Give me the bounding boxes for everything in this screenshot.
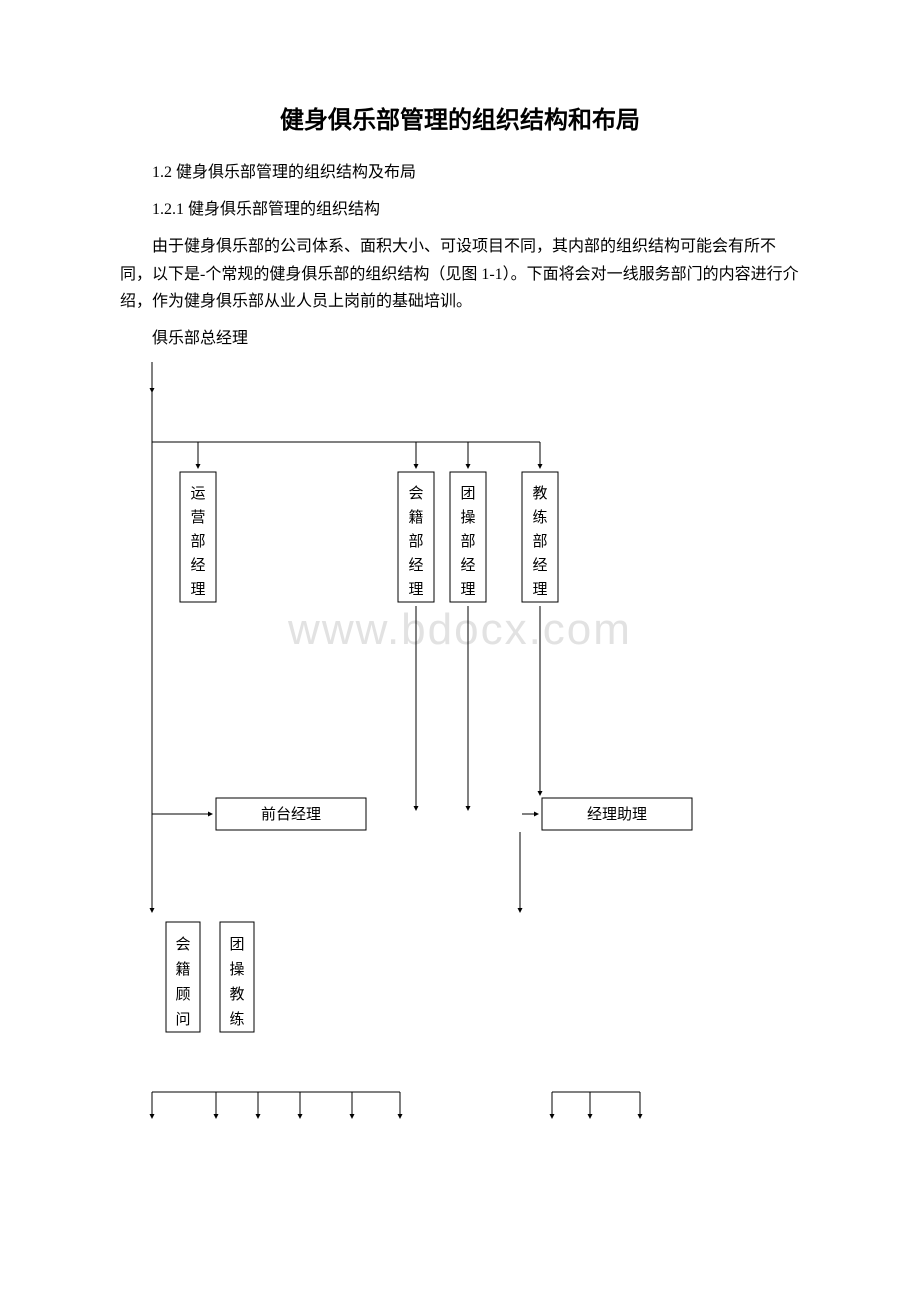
- svg-text:营: 营: [190, 509, 205, 526]
- svg-text:部: 部: [532, 533, 547, 550]
- page-title: 健身俱乐部管理的组织结构和布局: [120, 100, 800, 135]
- heading-1-2: 1.2 健身俱乐部管理的组织结构及布局: [120, 159, 800, 186]
- svg-text:教: 教: [229, 986, 244, 1003]
- svg-text:会: 会: [408, 485, 423, 502]
- svg-text:练: 练: [229, 1011, 244, 1028]
- svg-text:经: 经: [190, 557, 205, 574]
- svg-text:经: 经: [460, 557, 475, 574]
- svg-text:经: 经: [532, 557, 547, 574]
- svg-text:籍: 籍: [175, 961, 190, 978]
- svg-text:经理助理: 经理助理: [587, 806, 647, 823]
- svg-text:教: 教: [532, 485, 547, 502]
- svg-text:操: 操: [229, 961, 244, 978]
- svg-text:理: 理: [190, 582, 205, 598]
- svg-text:理: 理: [408, 582, 423, 598]
- intro-paragraph: 由于健身俱乐部的公司体系、面积大小、可设项目不同，其内部的组织结构可能会有所不同…: [120, 233, 800, 315]
- svg-text:练: 练: [532, 509, 547, 526]
- svg-text:部: 部: [460, 533, 475, 550]
- svg-text:经: 经: [408, 557, 423, 574]
- svg-text:运: 运: [190, 485, 205, 502]
- svg-text:部: 部: [408, 533, 423, 550]
- heading-1-2-1: 1.2.1 健身俱乐部管理的组织结构: [120, 196, 800, 223]
- svg-text:问: 问: [175, 1011, 190, 1028]
- org-chart-svg: 运营部经理会籍部经理团操部经理教练部经理前台经理经理助理会籍顾问团操教练: [120, 362, 800, 1142]
- svg-text:部: 部: [190, 533, 205, 550]
- svg-text:前台经理: 前台经理: [261, 806, 321, 823]
- svg-text:团: 团: [229, 936, 244, 953]
- svg-text:理: 理: [460, 582, 475, 598]
- svg-text:团: 团: [460, 485, 475, 502]
- svg-text:操: 操: [460, 509, 475, 526]
- top-node-label: 俱乐部总经理: [120, 325, 800, 352]
- svg-text:理: 理: [532, 582, 547, 598]
- svg-text:顾: 顾: [175, 987, 190, 1003]
- org-chart: 运营部经理会籍部经理团操部经理教练部经理前台经理经理助理会籍顾问团操教练: [120, 362, 800, 1147]
- svg-text:籍: 籍: [408, 509, 423, 526]
- svg-text:会: 会: [175, 936, 190, 953]
